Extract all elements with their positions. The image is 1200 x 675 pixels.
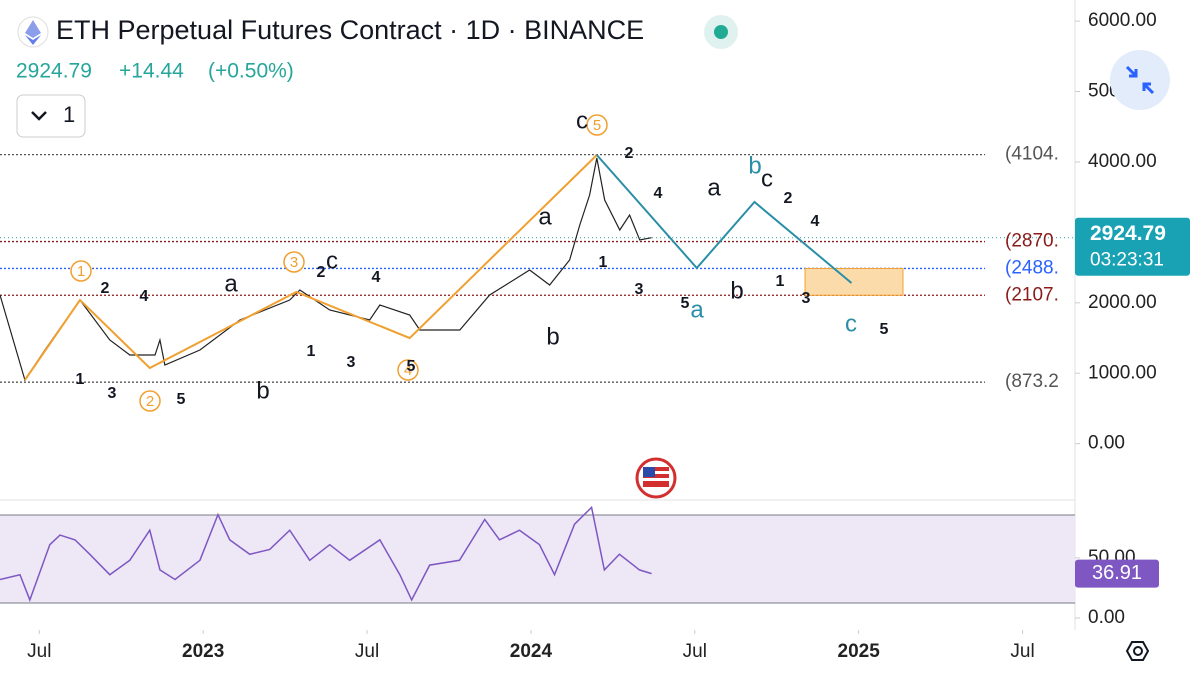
wave-label: 4 [811, 213, 820, 230]
level-label: (2870. [1005, 231, 1059, 252]
wave-label: 3 [290, 254, 298, 271]
flag-canton [643, 467, 655, 477]
wave-label: 2 [317, 264, 326, 281]
collapse-button[interactable] [1110, 50, 1170, 110]
wave-label: b [748, 152, 761, 179]
x-tick-label: 2023 [182, 641, 224, 662]
series-line [0, 157, 652, 382]
chevron-icon [31, 111, 47, 121]
chart-title: ETH Perpetual Futures Contract · 1D · BI… [56, 15, 644, 45]
wave-label: 5 [880, 321, 889, 338]
wave-label: 2 [101, 280, 110, 297]
rsi-value-tag [1075, 559, 1159, 588]
level-label: (2488. [1005, 257, 1059, 278]
wave-label: 2 [146, 393, 154, 410]
x-tick-label: 2024 [510, 641, 553, 662]
header-change: +14.44 [119, 60, 184, 83]
series-line [24, 154, 598, 381]
level-label: (873.2 [1005, 371, 1059, 392]
flag-stripes [643, 478, 669, 481]
wave-label: 3 [347, 354, 356, 371]
countdown-label: 03:23:31 [1090, 250, 1164, 271]
rsi-value-label: 36.91 [1092, 562, 1142, 584]
wave-label: 4 [404, 362, 412, 379]
price-pane [0, 153, 1075, 383]
level-label: (4104. [1005, 144, 1059, 165]
y-tick-label: 2000.00 [1088, 292, 1157, 313]
flag-stripes [643, 471, 669, 474]
settings-icon [1133, 646, 1143, 656]
y-tick-label: 4000.00 [1088, 151, 1157, 172]
wave-label: 5 [177, 391, 186, 408]
wave-label: 5 [593, 117, 601, 134]
wave-label: 4 [372, 269, 381, 286]
wave-label: 3 [802, 290, 811, 307]
wave-circle [139, 390, 161, 412]
wave-label: a [538, 203, 552, 230]
rsi-line [0, 505, 652, 603]
wave-label: c [326, 247, 338, 274]
wave-label: a [224, 270, 238, 297]
eth-icon [25, 35, 41, 45]
wave-label: b [546, 323, 559, 350]
interval-button[interactable] [16, 94, 86, 138]
x-tick-label: 2025 [838, 641, 881, 662]
wave-label: 3 [108, 385, 117, 402]
wave-label: 1 [307, 343, 316, 360]
wave-label: c [761, 165, 773, 192]
rsi-tick-label: 0.00 [1088, 607, 1125, 628]
interval-label: 1 [63, 102, 75, 127]
series-line [596, 154, 853, 284]
y-tick-label: 1000.00 [1088, 362, 1157, 383]
wave-label: 4 [140, 288, 149, 305]
settings-button[interactable] [1125, 641, 1150, 661]
wave-label: a [690, 296, 704, 323]
wave-label: 1 [76, 371, 85, 388]
wave-label: 1 [599, 254, 608, 271]
wave-label: b [256, 377, 269, 404]
wave-label: b [730, 277, 743, 304]
rsi-band [0, 515, 1075, 603]
header-price: 2924.79 [16, 60, 92, 83]
x-tick-label: Jul [27, 641, 51, 662]
x-tick-label: Jul [1010, 641, 1034, 662]
wave-label: 2 [625, 145, 634, 162]
wave-circle [586, 114, 608, 136]
wave-label: a [707, 174, 721, 201]
wave-label: 3 [635, 281, 644, 298]
price-tag-label: 2924.79 [1090, 222, 1166, 245]
target-zone [804, 267, 904, 296]
level-label: (2107. [1005, 284, 1059, 305]
eth-icon [25, 20, 41, 38]
wave-label: 4 [654, 185, 663, 202]
wave-circle [70, 260, 92, 282]
y-tick-label: 0.00 [1088, 433, 1125, 454]
header-change-pct: (+0.50%) [208, 60, 294, 83]
collapse-icon [1125, 65, 1155, 95]
y-tick-label: 6000.00 [1088, 10, 1157, 31]
wave-label: 1 [776, 273, 785, 290]
wave-circle [283, 251, 305, 273]
x-tick-label: Jul [355, 641, 379, 662]
status-dot [714, 25, 728, 39]
wave-label: 5 [681, 295, 690, 312]
price-tag [1075, 217, 1190, 276]
x-tick-label: Jul [683, 641, 707, 662]
wave-label: c [845, 310, 857, 337]
wave-label: 2 [784, 190, 793, 207]
wave-label: 5 [407, 358, 416, 375]
wave-label: 1 [77, 263, 85, 280]
wave-label: c [576, 107, 588, 134]
wave-circle [397, 359, 419, 381]
